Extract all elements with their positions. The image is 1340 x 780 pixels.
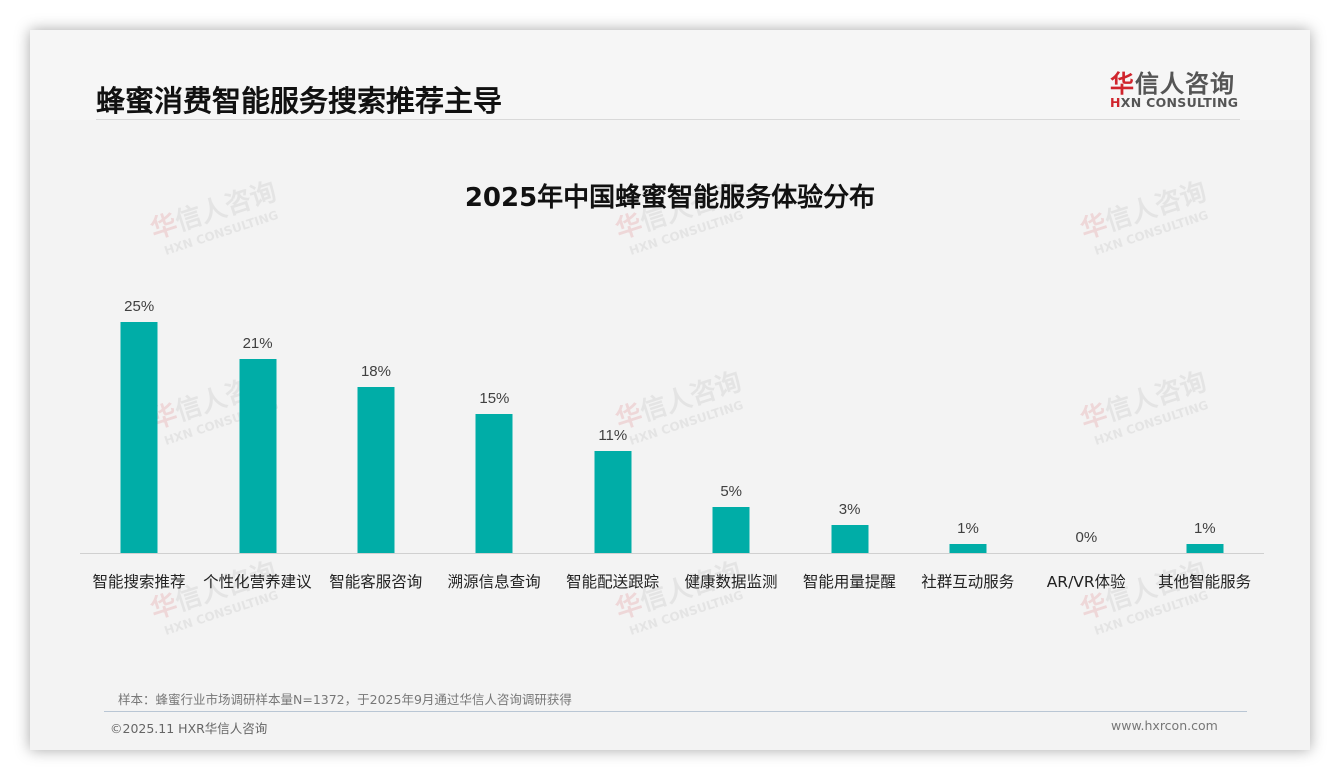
copyright-text: ©2025.11 HXR华信人咨询 <box>110 721 268 736</box>
category-label: 社群互动服务 <box>921 573 1015 591</box>
logo-en-text: HXN CONSULTING <box>1110 95 1239 110</box>
bar <box>357 386 395 553</box>
x-axis-line <box>80 553 1264 554</box>
bar <box>120 322 158 553</box>
category-label: 个性化营养建议 <box>203 573 312 591</box>
slide: 蜂蜜消费智能服务搜索推荐主导 华信人咨询 HXN CONSULTING 华信人咨… <box>30 30 1310 750</box>
bar <box>1186 543 1224 553</box>
bar <box>239 358 277 553</box>
bar-group: 11% 智能配送跟踪 <box>554 280 672 591</box>
page-title: 蜂蜜消费智能服务搜索推荐主导 <box>96 84 503 118</box>
category-label: 智能配送跟踪 <box>566 573 660 591</box>
category-label: AR/VR体验 <box>1046 573 1126 591</box>
category-label: 智能用量提醒 <box>802 573 896 591</box>
bar-value-label: 25% <box>124 298 155 315</box>
category-label: 溯源信息查询 <box>447 573 541 591</box>
bar-group: 18% 智能客服咨询 <box>317 280 435 591</box>
bar-group: 3% 智能用量提醒 <box>790 280 908 591</box>
bar-value-label: 15% <box>479 390 510 408</box>
bar-value-label: 5% <box>720 482 743 500</box>
bar-value-label: 3% <box>838 501 861 519</box>
bar-value-label: 1% <box>957 519 979 537</box>
bar-value-label: 21% <box>242 334 273 352</box>
bar <box>475 414 513 553</box>
bar-group: 0% AR/VR体验 <box>1027 280 1145 591</box>
category-label: 其他智能服务 <box>1158 573 1252 591</box>
bar-chart: 25% 智能搜索推荐 21% 个性化营养建议 18% 智能客服咨询 15% 溯源信息查询 11%… <box>80 280 1264 591</box>
bar-value-label: 1% <box>1193 519 1216 537</box>
chart-title: 2025年中国蜂蜜智能服务体验分布 <box>464 183 876 213</box>
bar-group: 1% 其他智能服务 <box>1146 280 1264 591</box>
bar-value-label: 0% <box>1075 529 1098 546</box>
category-label: 智能搜索推荐 <box>92 573 186 591</box>
bar-group: 5% 健康数据监测 <box>672 280 790 591</box>
category-label: 智能客服咨询 <box>329 573 423 591</box>
bar <box>594 451 632 553</box>
logo-cn-text: 华信人咨询 <box>1110 70 1235 98</box>
bar-group: 1% 社群互动服务 <box>909 280 1027 591</box>
bar <box>831 525 869 553</box>
title-divider <box>96 119 1240 120</box>
bar <box>949 543 987 553</box>
bar-group: 25% 智能搜索推荐 <box>80 280 198 591</box>
bar-group: 15% 溯源信息查询 <box>435 280 553 591</box>
slide-header-band <box>30 30 1310 120</box>
footer-divider <box>104 711 1247 712</box>
source-note: 样本：蜂蜜行业市场调研样本量N=1372，于2025年9月通过华信人咨询调研获得 <box>118 692 572 707</box>
company-logo: 华信人咨询 HXN CONSULTING <box>1110 64 1240 112</box>
bar-value-label: 11% <box>598 427 628 445</box>
website-link[interactable]: www.hxrcon.com <box>1111 718 1218 733</box>
bar-group: 21% 个性化营养建议 <box>198 280 316 591</box>
category-label: 健康数据监测 <box>684 573 778 591</box>
bar-value-label: 18% <box>360 362 391 380</box>
bar <box>712 506 750 553</box>
